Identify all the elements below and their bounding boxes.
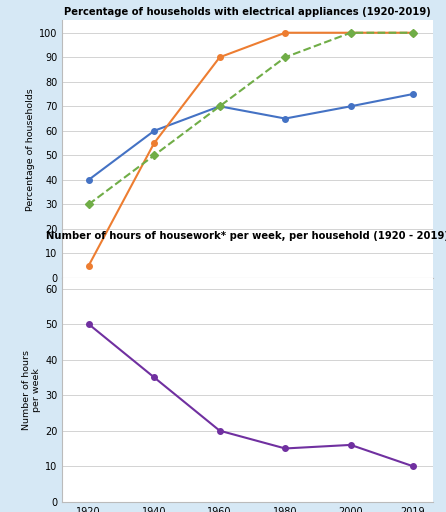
Hours per week <box>152 374 157 380</box>
Washing machine <box>282 116 288 122</box>
Hours per week <box>86 321 91 327</box>
Legend: Washing machine, Refrigerator, Vacuum cleaner: Washing machine, Refrigerator, Vacuum cl… <box>104 354 391 371</box>
Vacuum cleaner <box>348 30 353 36</box>
Title: Number of hours of housework* per week, per household (1920 - 2019): Number of hours of housework* per week, … <box>46 231 446 241</box>
X-axis label: Year: Year <box>236 295 259 306</box>
Y-axis label: Number of hours
per week: Number of hours per week <box>22 350 41 430</box>
Line: Hours per week: Hours per week <box>86 322 416 469</box>
Refrigerator <box>152 140 157 146</box>
Vacuum cleaner <box>217 103 223 110</box>
Washing machine <box>410 91 416 97</box>
Refrigerator <box>86 263 91 269</box>
Washing machine <box>348 103 353 110</box>
Vacuum cleaner <box>152 152 157 158</box>
Line: Vacuum cleaner: Vacuum cleaner <box>86 30 416 207</box>
Title: Percentage of households with electrical appliances (1920-2019): Percentage of households with electrical… <box>64 7 431 17</box>
Washing machine <box>217 103 223 110</box>
Line: Refrigerator: Refrigerator <box>86 30 416 268</box>
Washing machine <box>152 127 157 134</box>
Vacuum cleaner <box>282 54 288 60</box>
Vacuum cleaner <box>86 201 91 207</box>
Refrigerator <box>217 54 223 60</box>
Refrigerator <box>410 30 416 36</box>
Refrigerator <box>348 30 353 36</box>
Hours per week <box>348 442 353 448</box>
Hours per week <box>282 445 288 452</box>
Line: Washing machine: Washing machine <box>86 91 416 183</box>
Refrigerator <box>282 30 288 36</box>
Hours per week <box>410 463 416 470</box>
Vacuum cleaner <box>410 30 416 36</box>
Hours per week <box>217 428 223 434</box>
Washing machine <box>86 177 91 183</box>
Y-axis label: Percentage of households: Percentage of households <box>26 88 35 210</box>
